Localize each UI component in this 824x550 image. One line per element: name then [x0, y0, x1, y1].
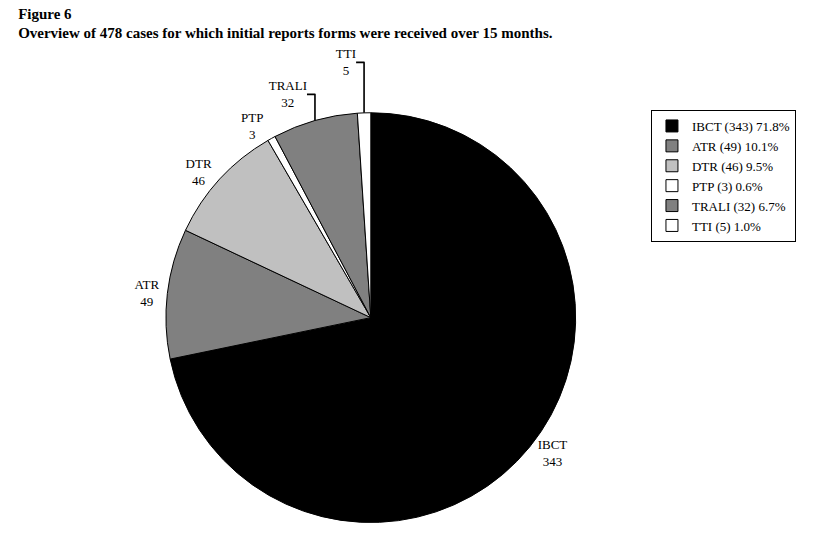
- svg-text:PTP (3) 0.6%: PTP (3) 0.6%: [692, 179, 763, 194]
- svg-text:ATR (49) 10.1%: ATR (49) 10.1%: [692, 139, 778, 154]
- svg-text:ATR49: ATR49: [134, 277, 159, 309]
- svg-text:TTI (5) 1.0%: TTI (5) 1.0%: [692, 219, 761, 234]
- svg-text:IBCT (343) 71.8%: IBCT (343) 71.8%: [692, 119, 790, 134]
- svg-text:TRALI (32) 6.7%: TRALI (32) 6.7%: [692, 199, 786, 214]
- svg-text:Figure 6Overview of 478 cases: Figure 6Overview of 478 cases for which …: [18, 6, 553, 42]
- svg-text:DTR (46) 9.5%: DTR (46) 9.5%: [692, 159, 773, 174]
- svg-text:PTP3: PTP3: [241, 110, 263, 142]
- svg-text:TRALI32: TRALI32: [269, 78, 307, 110]
- svg-text:IBCT343: IBCT343: [538, 437, 568, 469]
- svg-text:TTI5: TTI5: [336, 46, 356, 78]
- svg-text:DTR46: DTR46: [186, 156, 212, 188]
